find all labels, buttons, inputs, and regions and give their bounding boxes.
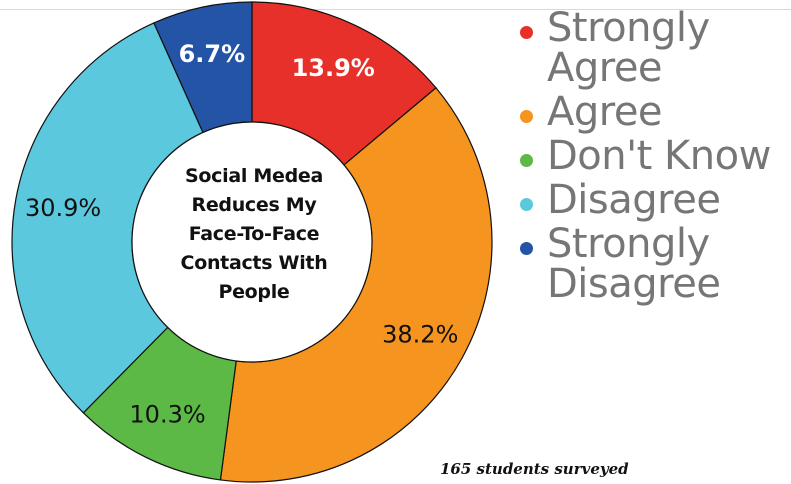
legend-item: Agree — [520, 92, 771, 132]
legend-item: Strongly Disagree — [520, 224, 771, 304]
legend-dot-icon — [520, 154, 533, 167]
legend-label: Strongly Agree — [547, 5, 710, 91]
legend-label: Strongly Disagree — [547, 221, 721, 307]
center-title-line: Contacts With — [180, 252, 328, 274]
survey-note: 165 students surveyed — [440, 460, 629, 478]
legend-dot-icon — [520, 110, 533, 123]
slice-value-label: 30.9% — [25, 194, 101, 222]
slice-value-label: 38.2% — [382, 320, 458, 348]
donut-hole — [131, 121, 373, 363]
legend-dot-icon — [520, 242, 533, 255]
legend-item: Strongly Agree — [520, 8, 771, 88]
legend: Strongly Agree Agree Don't Know Disagree Stro… — [520, 8, 771, 308]
center-title-line: People — [218, 281, 290, 303]
slice-value-label: 10.3% — [129, 400, 205, 428]
legend-dot-icon — [520, 26, 533, 39]
legend-label: Agree — [547, 89, 663, 135]
top-divider — [0, 9, 791, 10]
legend-label: Don't Know — [547, 133, 771, 179]
center-title-line: Reduces My — [191, 194, 317, 216]
slice-value-label: 6.7% — [179, 40, 246, 68]
legend-dot-icon — [520, 198, 533, 211]
center-title-line: Face-To-Face — [188, 223, 320, 245]
legend-item: Don't Know — [520, 136, 771, 176]
legend-item: Disagree — [520, 180, 771, 220]
legend-label: Disagree — [547, 177, 721, 223]
slice-value-label: 13.9% — [292, 54, 375, 82]
center-title-line: Social Medea — [185, 165, 323, 187]
center-title: Social Medea Reduces My Face-To-Face Contac… — [140, 162, 368, 307]
